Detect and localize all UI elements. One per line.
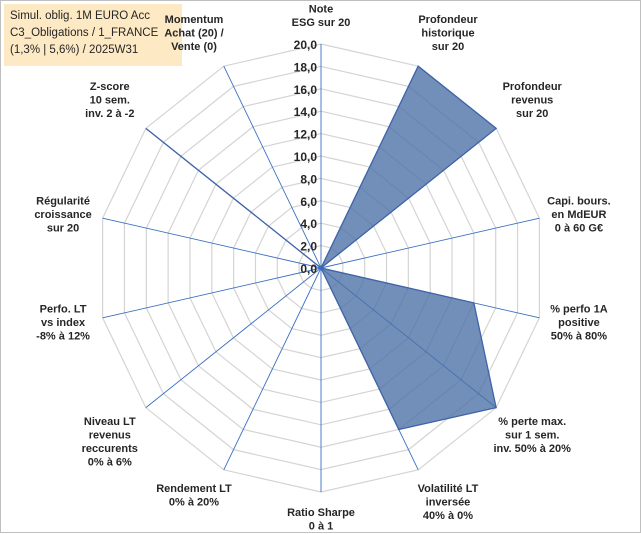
- category-label-line: Capi. bours.: [547, 196, 611, 208]
- tick-label: 12,0: [294, 128, 318, 142]
- title-line-1: Simul. oblig. 1M EURO Acc: [10, 10, 150, 22]
- series-area: [145, 65, 498, 431]
- category-label-line: vs index: [41, 317, 86, 329]
- tick-label: 6,0: [300, 195, 317, 209]
- category-label-line: 10 sem.: [90, 95, 130, 107]
- tick-label: 10,0: [294, 150, 318, 164]
- category-label: Niveau LT revenus reccurents 0% à 6%: [82, 416, 138, 469]
- category-label-line: Profondeur: [503, 81, 563, 93]
- category-label: Perfo. LT vs index -8% à 12%: [36, 303, 90, 342]
- category-label-line: % perfo 1A: [550, 303, 608, 315]
- category-label: Profondeur revenus sur 20: [503, 81, 563, 120]
- category-label-line: 0 à 1: [309, 521, 333, 533]
- category-label-line: reccurents: [82, 443, 138, 455]
- category-label-line: Vente (0): [171, 41, 217, 53]
- category-label-line: inv. 2 à -2: [85, 108, 134, 120]
- category-label-line: % perte max.: [498, 416, 566, 428]
- tick-label: 18,0: [294, 60, 318, 74]
- radar-category-labels: Note ESG sur 20 Profondeur historique sur 20…: [34, 4, 610, 533]
- category-label-line: Rendement LT: [156, 483, 232, 495]
- radar-tick-labels: 0,0 2,0 4,0 6,0 8,0 10,0 12,0 14,0 16,0 18,0 20,0: [294, 38, 318, 276]
- category-label-line: Régularité: [36, 196, 90, 208]
- category-label: Ratio Sharpe 0 à 1: [287, 507, 355, 533]
- category-label: Régularité croissance sur 20: [34, 196, 91, 235]
- axis-spoke: [223, 267, 322, 471]
- category-label: Capi. bours. en MdEUR 0 à 60 G€: [547, 196, 611, 235]
- category-label-line: positive: [558, 317, 600, 329]
- category-label-line: sur 20: [432, 41, 464, 53]
- category-label-line: 0% à 6%: [88, 456, 132, 468]
- category-label-line: Profondeur: [418, 14, 478, 26]
- category-label: Volatilité LT inversée 40% à 0%: [418, 483, 479, 522]
- category-label-line: ESG sur 20: [292, 17, 351, 29]
- category-label-line: 0 à 60 G€: [555, 223, 603, 235]
- category-label: % perfo 1A positive 50% à 80%: [550, 303, 608, 342]
- category-label: Note ESG sur 20: [292, 4, 351, 30]
- category-label-line: Volatilité LT: [418, 483, 479, 495]
- category-label-line: revenus: [89, 429, 131, 441]
- axis-spoke: [102, 217, 322, 269]
- category-label-line: Momentum: [165, 14, 224, 26]
- category-label-line: inv. 50% à 20%: [493, 443, 571, 455]
- tick-label: 14,0: [294, 105, 318, 119]
- category-label-line: inversée: [426, 497, 471, 509]
- category-label-line: Z-score: [90, 81, 130, 93]
- category-label-line: Achat (20) /: [164, 27, 223, 39]
- tick-label: 8,0: [300, 172, 317, 186]
- chart-title-box: Simul. oblig. 1M EURO Acc C3_Obligations…: [4, 4, 182, 66]
- category-label-line: Niveau LT: [84, 416, 136, 428]
- category-label: Profondeur historique sur 20: [418, 14, 478, 53]
- axis-spoke: [223, 65, 322, 269]
- radar-series: [145, 65, 498, 431]
- category-label: Rendement LT 0% à 20%: [156, 483, 232, 509]
- axis-spoke: [102, 267, 322, 319]
- category-label-line: sur 20: [47, 223, 79, 235]
- category-label-line: croissance: [34, 209, 91, 221]
- tick-label: 20,0: [294, 38, 318, 52]
- category-label-line: en MdEUR: [551, 209, 606, 221]
- title-line-2: C3_Obligations / 1_FRANCE: [10, 27, 159, 39]
- category-label: % perte max. sur 1 sem. inv. 50% à 20%: [493, 416, 571, 455]
- tick-label: 4,0: [300, 217, 317, 231]
- category-label-line: sur 20: [516, 108, 548, 120]
- category-label-line: 40% à 0%: [423, 510, 473, 522]
- category-label: Z-score 10 sem. inv. 2 à -2: [85, 81, 134, 120]
- tick-label: 16,0: [294, 83, 318, 97]
- category-label-line: 0% à 20%: [169, 497, 219, 509]
- tick-label: 0,0: [300, 262, 317, 276]
- category-label-line: sur 1 sem.: [505, 429, 559, 441]
- axis-spoke: [145, 267, 322, 409]
- category-label-line: -8% à 12%: [36, 330, 90, 342]
- category-label-line: Perfo. LT: [40, 303, 87, 315]
- category-label-line: historique: [421, 27, 474, 39]
- axis-spoke: [320, 217, 540, 269]
- title-line-3: (1,3% | 5,6%) / 2025W31: [10, 44, 139, 56]
- category-label-line: revenus: [511, 95, 553, 107]
- tick-label: 2,0: [300, 240, 317, 254]
- category-label-line: 50% à 80%: [551, 330, 607, 342]
- category-label-line: Ratio Sharpe: [287, 507, 355, 519]
- category-label: Momentum Achat (20) / Vente (0): [164, 14, 223, 53]
- category-label-line: Note: [309, 4, 333, 16]
